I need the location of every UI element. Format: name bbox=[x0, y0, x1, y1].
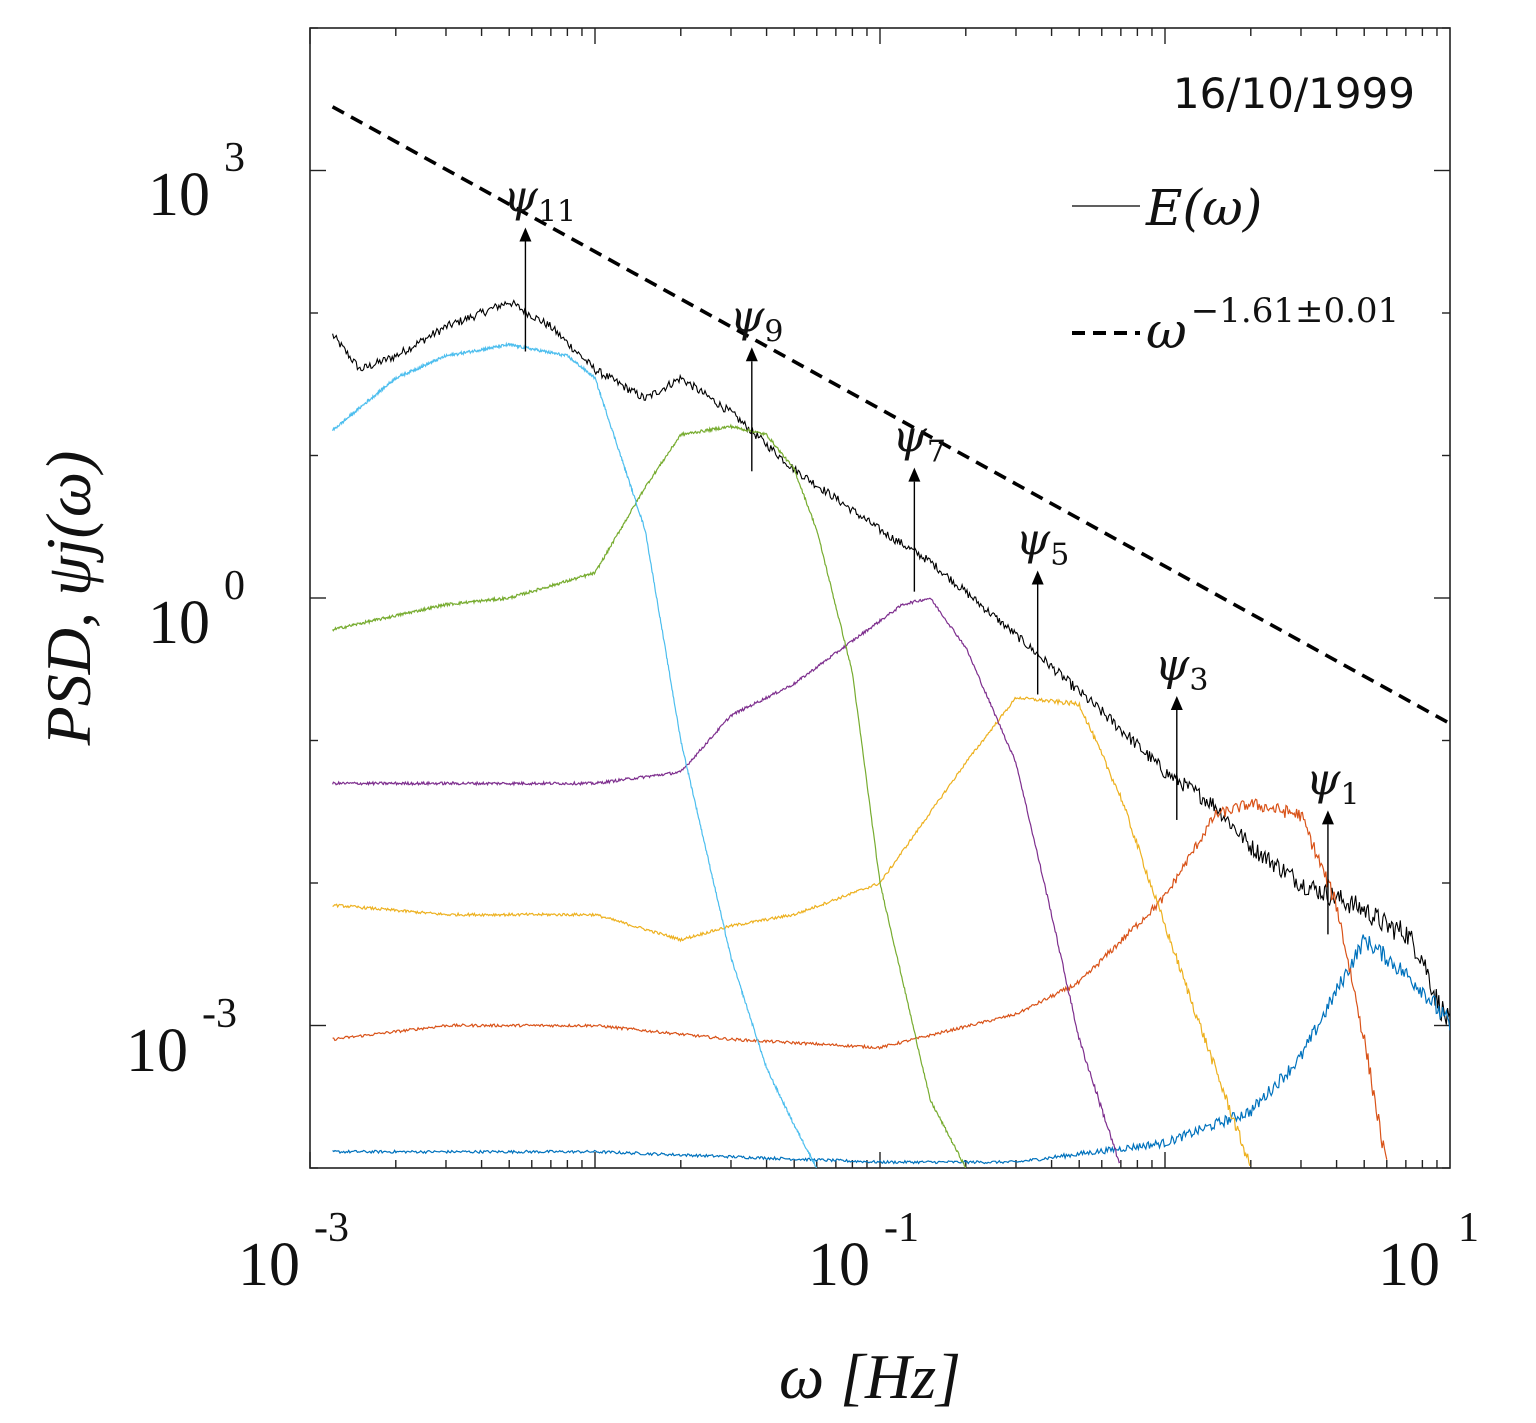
y-axis-title: PSD, ψj(ω) bbox=[33, 451, 104, 747]
x-tick-label-0: 10-3 bbox=[238, 1205, 349, 1299]
series-ψ5 bbox=[332, 696, 1251, 1167]
series-E(ω) bbox=[332, 299, 1450, 1025]
annotation-arrowhead-1 bbox=[1321, 810, 1334, 825]
plot-frame bbox=[309, 27, 1451, 1169]
annotation-layer: ψ11 ψ9 ψ7 ψ5 ψ3 ψ1 bbox=[503, 171, 1360, 935]
series-ψ1 bbox=[332, 934, 1450, 1165]
series-ψ9 bbox=[332, 423, 967, 1168]
minor-ticks bbox=[309, 27, 1450, 1169]
annotation-arrowhead-5 bbox=[1031, 570, 1044, 585]
chart-title-date: 16/10/1999 bbox=[1173, 69, 1415, 118]
legend-label-E: E(ω) bbox=[1145, 179, 1262, 237]
annotation-label-9: ψ9 bbox=[730, 291, 784, 349]
y-tick-label-0: 103 bbox=[148, 135, 245, 229]
series-ψ11 bbox=[332, 341, 818, 1168]
annotation-label-7: ψ7 bbox=[892, 412, 946, 470]
legend: E(ω) ω −1.61±0.01 bbox=[1072, 179, 1399, 360]
annotation-arrowhead-11 bbox=[519, 227, 532, 242]
annotation-arrowhead-7 bbox=[908, 467, 921, 482]
annotation-label-11: ψ11 bbox=[503, 171, 576, 229]
y-tick-label-1: 100 bbox=[148, 563, 245, 657]
y-tick-label-2: 10-3 bbox=[126, 991, 237, 1085]
legend-label-fit: ω −1.61±0.01 bbox=[1146, 291, 1399, 360]
series-ψ3 bbox=[332, 798, 1388, 1160]
series-layer bbox=[332, 299, 1450, 1168]
x-axis-title: ω [Hz] bbox=[779, 1341, 961, 1412]
fit-line bbox=[331, 105, 1451, 726]
annotation-arrowhead-3 bbox=[1170, 695, 1183, 710]
annotation-arrowhead-9 bbox=[745, 347, 758, 362]
x-tick-label-2: 101 bbox=[1378, 1205, 1479, 1299]
fit-line-layer bbox=[331, 105, 1451, 726]
series-ψ7 bbox=[332, 597, 1121, 1164]
x-tick-label-1: 10-1 bbox=[808, 1205, 919, 1299]
annotation-label-1: ψ1 bbox=[1306, 754, 1360, 812]
annotation-label-3: ψ3 bbox=[1155, 640, 1209, 698]
annotation-label-5: ψ5 bbox=[1016, 514, 1070, 572]
